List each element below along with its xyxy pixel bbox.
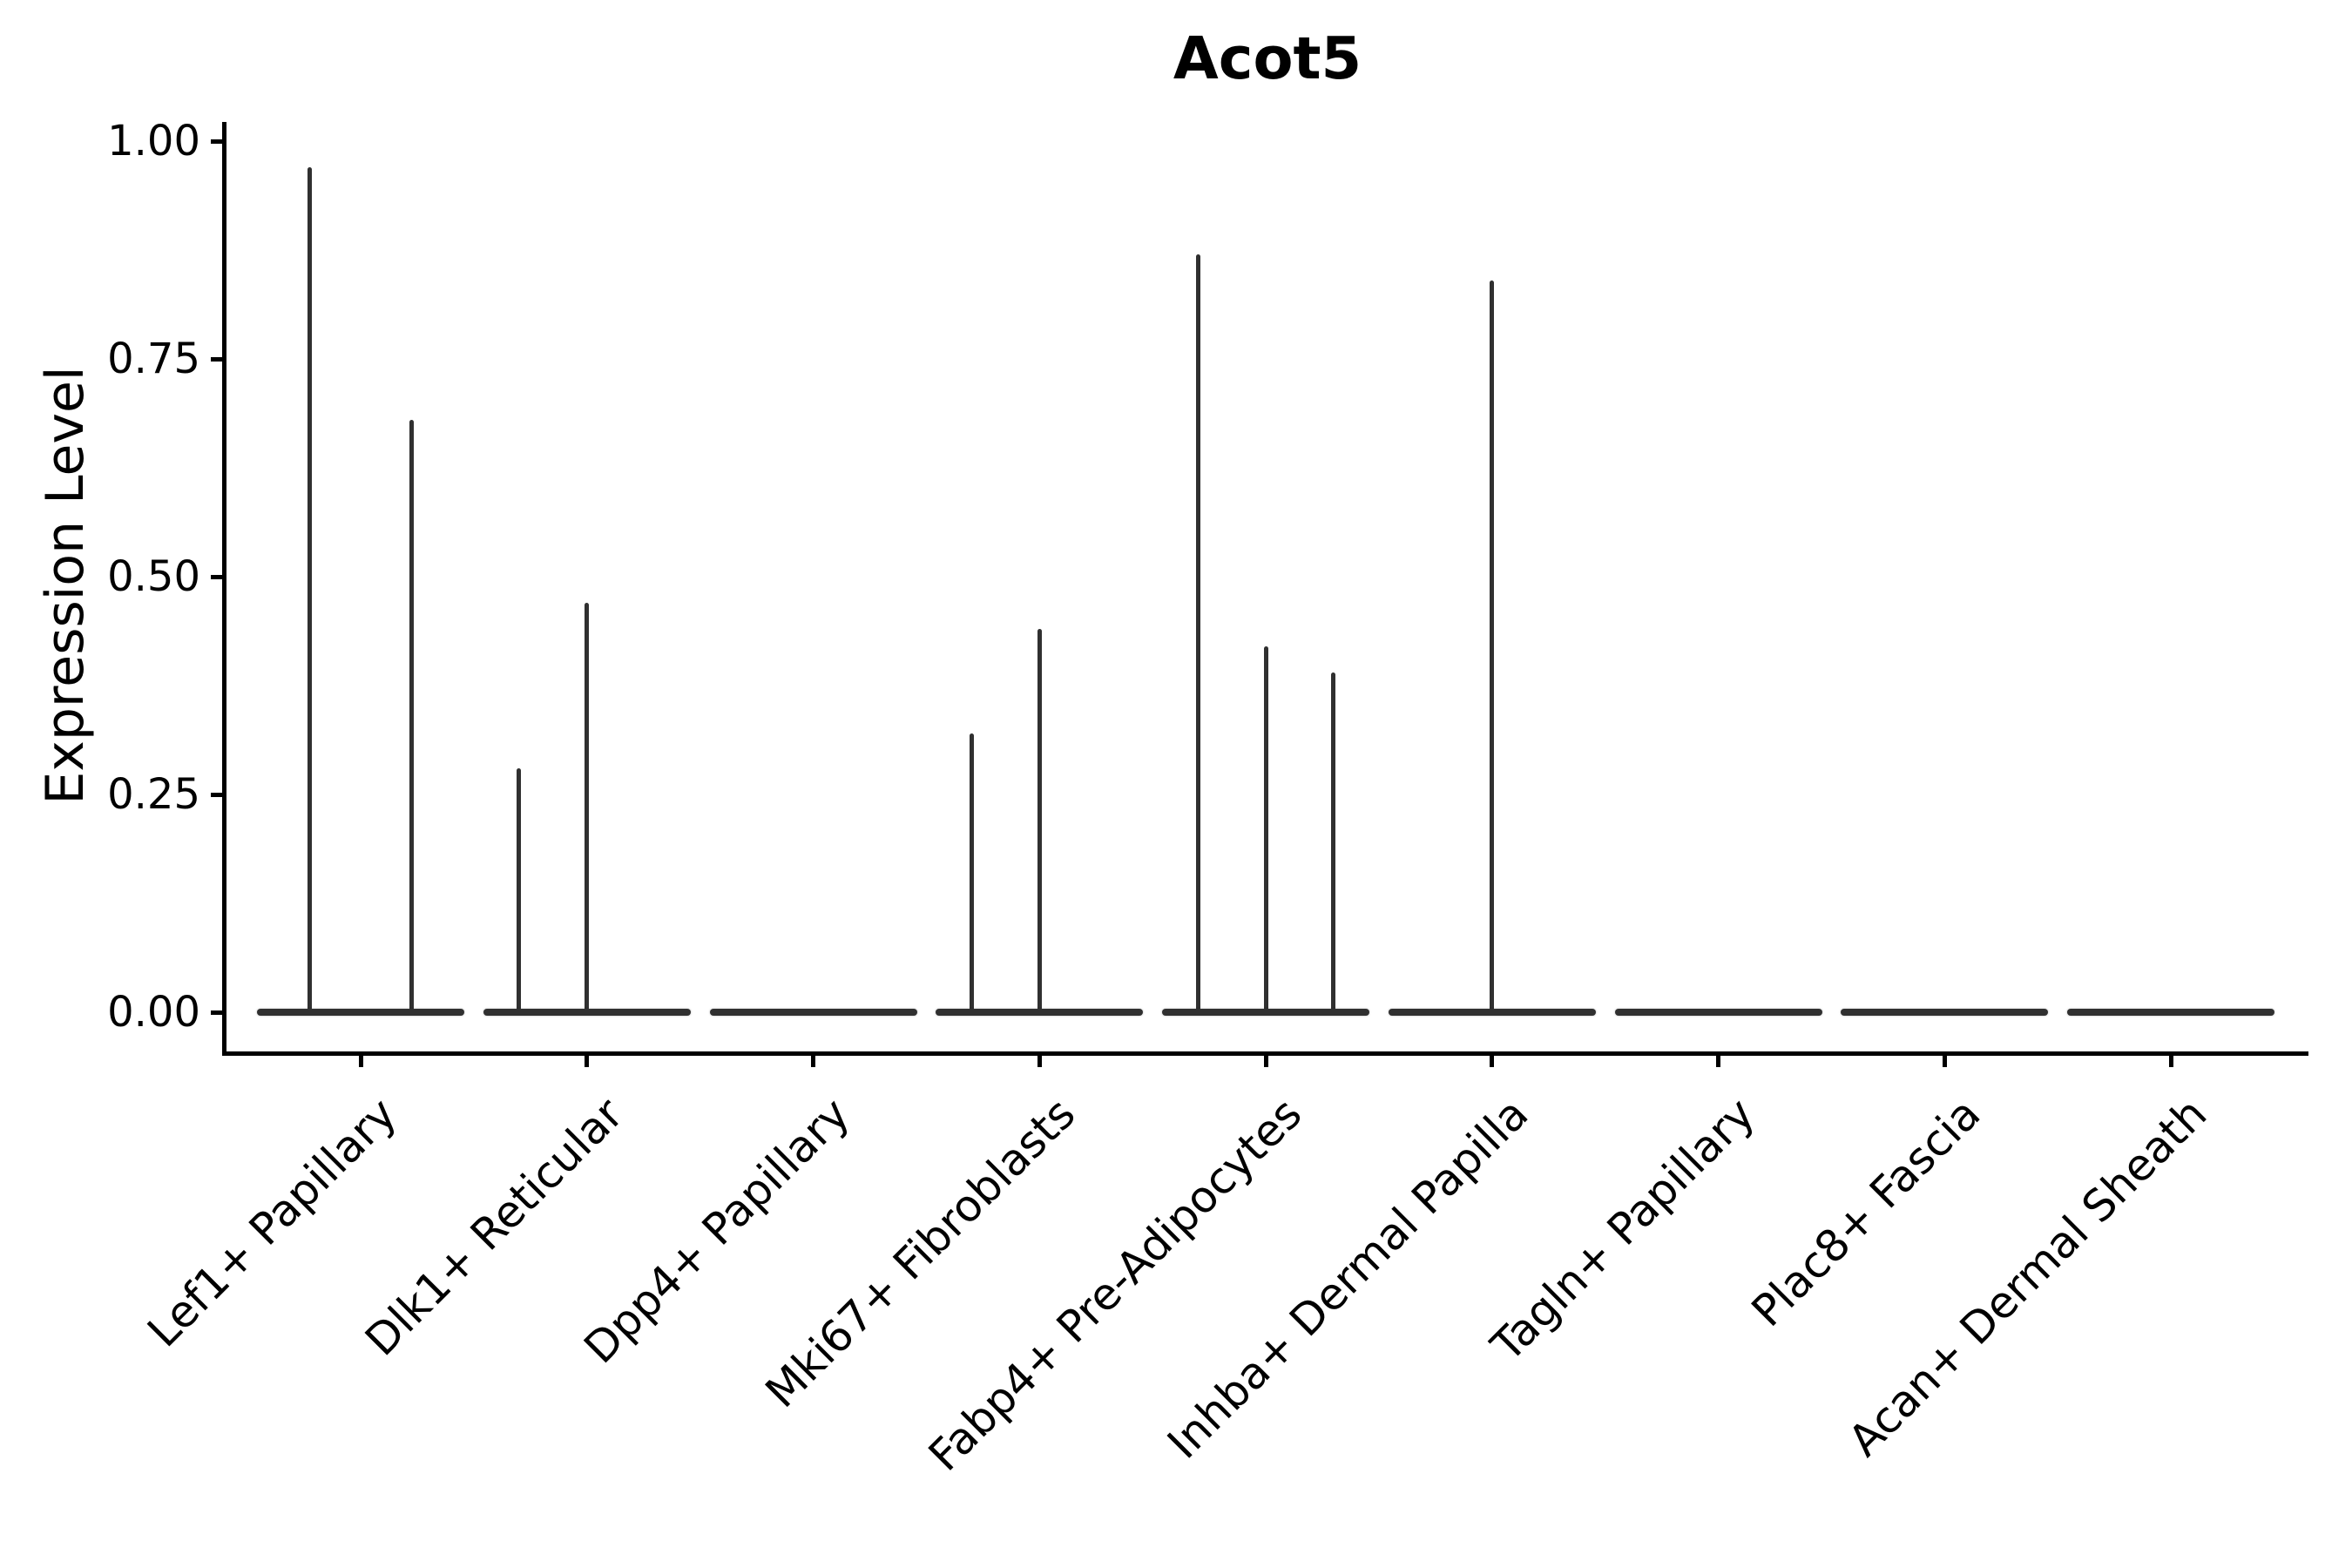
- x-tick-mark: [1942, 1053, 1947, 1067]
- y-tick-mark: [211, 356, 225, 362]
- y-tick-mark: [211, 1010, 225, 1015]
- violin-baseline: [1614, 1009, 1822, 1016]
- y-tick-label: 1.00: [107, 117, 200, 166]
- y-axis-line: [222, 122, 226, 1056]
- violin-spike: [308, 167, 313, 1016]
- violin-spike: [1331, 672, 1336, 1016]
- violin-baseline: [1162, 1009, 1369, 1016]
- plot-title: Acot5: [1173, 24, 1362, 92]
- violin-baseline: [257, 1009, 464, 1016]
- x-tick-mark: [1716, 1053, 1720, 1067]
- y-tick-label: 0.50: [107, 552, 200, 601]
- x-tick-mark: [1037, 1053, 1042, 1067]
- violin-baseline: [1388, 1009, 1596, 1016]
- violin-baseline: [709, 1009, 917, 1016]
- y-tick-label: 0.75: [107, 335, 200, 383]
- violin-baseline: [936, 1009, 1144, 1016]
- violin-spike: [1490, 280, 1495, 1016]
- violin-baseline: [1841, 1009, 2049, 1016]
- y-tick-label: 0.00: [107, 988, 200, 1037]
- violin-spike: [585, 603, 590, 1016]
- violin-spike: [1037, 629, 1042, 1016]
- y-tick-mark: [211, 792, 225, 797]
- x-tick-mark: [811, 1053, 815, 1067]
- y-tick-mark: [211, 139, 225, 144]
- y-tick-mark: [211, 574, 225, 579]
- x-tick-mark: [1490, 1053, 1495, 1067]
- violin-baseline: [483, 1009, 691, 1016]
- violin-spike: [409, 420, 414, 1016]
- y-tick-label: 0.25: [107, 770, 200, 819]
- violin-spike: [1263, 646, 1268, 1016]
- violin-spike: [969, 733, 974, 1016]
- violin-spike: [1195, 254, 1200, 1016]
- violin-spike: [517, 768, 522, 1016]
- x-tick-mark: [358, 1053, 363, 1067]
- x-tick-mark: [1263, 1053, 1268, 1067]
- violin-baseline: [2067, 1009, 2274, 1016]
- x-tick-mark: [2168, 1053, 2173, 1067]
- x-tick-mark: [585, 1053, 590, 1067]
